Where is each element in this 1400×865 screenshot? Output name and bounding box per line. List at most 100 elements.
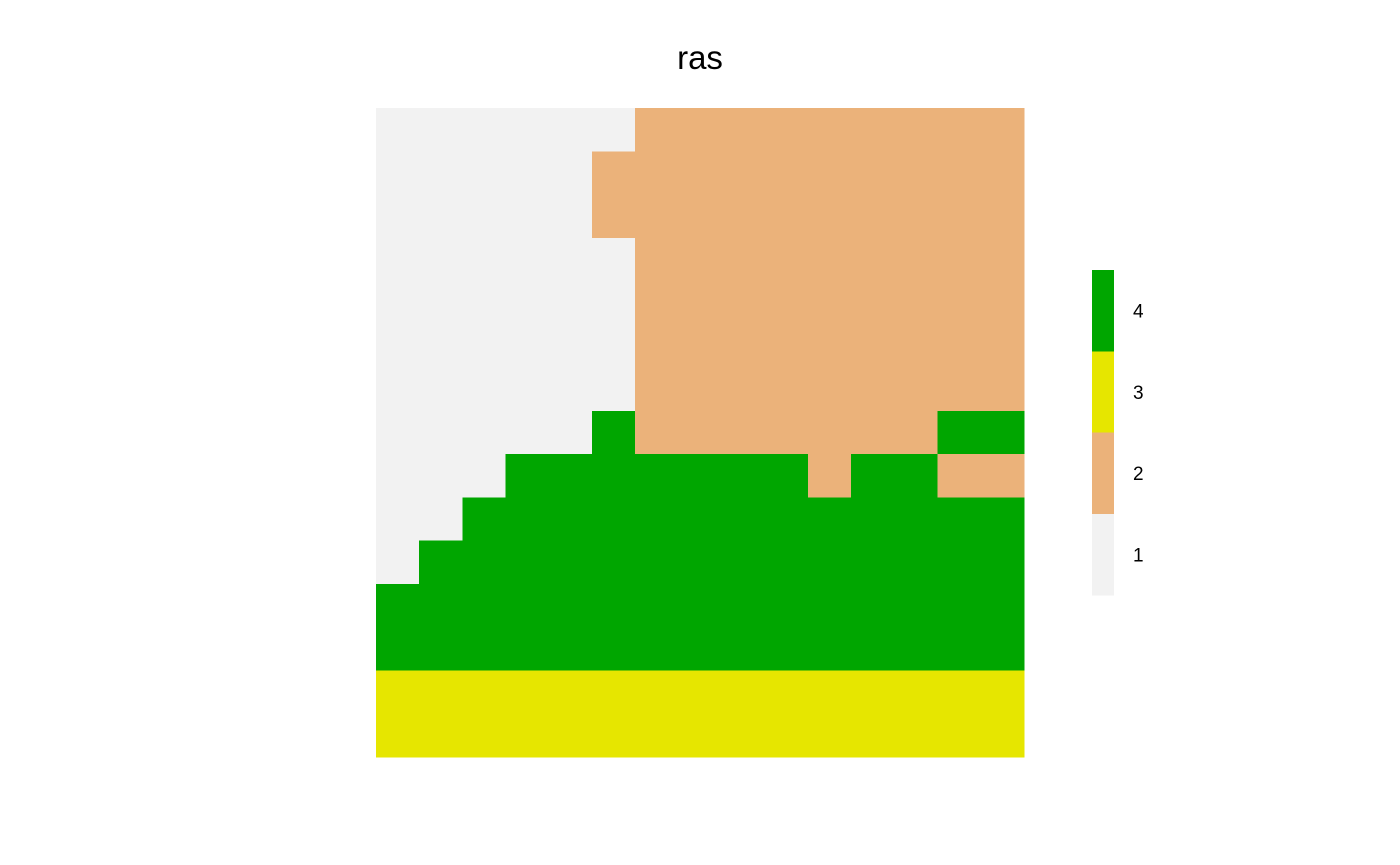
raster-cell — [592, 410, 636, 455]
raster-cell — [851, 627, 895, 672]
raster-cell — [764, 670, 809, 715]
raster-cell — [462, 627, 507, 672]
raster-grid — [376, 108, 1025, 758]
raster-cell — [764, 497, 809, 542]
raster-cell — [980, 367, 1025, 412]
raster-cell — [678, 281, 723, 325]
raster-cell — [980, 281, 1025, 325]
raster-cell — [419, 194, 463, 239]
raster-cell — [894, 410, 939, 455]
raster-cell — [635, 281, 679, 325]
raster-cell — [808, 454, 852, 498]
legend-swatch-1 — [1092, 513, 1114, 596]
raster-cell — [419, 583, 463, 628]
raster-cell — [721, 151, 766, 196]
raster-cell — [808, 670, 852, 715]
raster-cell — [678, 194, 723, 239]
raster-cell — [505, 670, 550, 715]
raster-cell — [376, 713, 420, 758]
raster-cell — [894, 454, 939, 498]
raster-cell — [808, 151, 852, 196]
raster-cell — [505, 367, 550, 412]
raster-cell — [721, 583, 766, 628]
raster-cell — [721, 281, 766, 325]
raster-cell — [721, 713, 766, 758]
raster-cell — [505, 237, 550, 282]
legend: 4 3 2 1 — [1092, 270, 1144, 596]
raster-cell — [505, 410, 550, 455]
raster-cell — [980, 454, 1025, 498]
raster-cell — [376, 497, 420, 542]
raster-cell — [376, 194, 420, 239]
raster-cell — [894, 237, 939, 282]
raster-cell — [419, 237, 463, 282]
raster-cell — [937, 367, 982, 412]
raster-cell — [721, 497, 766, 542]
raster-cell — [548, 454, 593, 498]
raster-cell — [808, 627, 852, 672]
raster-cell — [462, 108, 507, 152]
raster-cell — [894, 670, 939, 715]
raster-cell — [592, 367, 636, 412]
raster-cell — [764, 108, 809, 152]
raster-cell — [419, 410, 463, 455]
raster-cell — [937, 497, 982, 542]
raster-cell — [937, 670, 982, 715]
raster-cell — [937, 194, 982, 239]
raster-cell — [808, 281, 852, 325]
raster-cell — [678, 540, 723, 585]
raster-cell — [592, 324, 636, 369]
legend-swatch-4 — [1092, 270, 1114, 352]
raster-cell — [980, 497, 1025, 542]
raster-cell — [937, 583, 982, 628]
raster-cell — [678, 237, 723, 282]
raster-cell — [678, 627, 723, 672]
raster-cell — [678, 713, 723, 758]
raster-cell — [764, 237, 809, 282]
raster-cell — [419, 151, 463, 196]
raster-cell — [937, 324, 982, 369]
raster-cell — [419, 108, 463, 152]
raster-cell — [592, 281, 636, 325]
raster-cell — [548, 540, 593, 585]
raster-cell — [937, 410, 982, 455]
raster-cell — [980, 627, 1025, 672]
raster-cell — [635, 583, 679, 628]
raster-cell — [592, 627, 636, 672]
raster-cell — [635, 367, 679, 412]
raster-cell — [462, 367, 507, 412]
raster-cell — [635, 237, 679, 282]
raster-cell — [721, 237, 766, 282]
raster-cell — [894, 540, 939, 585]
raster-cell — [721, 194, 766, 239]
raster-cell — [548, 497, 593, 542]
raster-cell — [894, 194, 939, 239]
raster-cell — [505, 713, 550, 758]
raster-cell — [764, 540, 809, 585]
raster-cell — [894, 281, 939, 325]
raster-cell — [419, 324, 463, 369]
raster-cell — [678, 410, 723, 455]
raster-cell — [721, 670, 766, 715]
raster-cell — [592, 454, 636, 498]
raster-cell — [548, 194, 593, 239]
raster-cell — [505, 583, 550, 628]
raster-cell — [764, 151, 809, 196]
raster-cell — [462, 713, 507, 758]
raster-cell — [894, 324, 939, 369]
raster-cell — [937, 540, 982, 585]
legend-label-4: 4 — [1133, 302, 1144, 323]
raster-cell — [462, 194, 507, 239]
raster-cell — [635, 670, 679, 715]
raster-cell — [851, 583, 895, 628]
raster-cell — [937, 713, 982, 758]
raster-cell — [592, 713, 636, 758]
raster-cell — [376, 108, 420, 152]
raster-cell — [462, 281, 507, 325]
raster-cell — [635, 497, 679, 542]
raster-cell — [721, 108, 766, 152]
raster-cell — [376, 583, 420, 628]
raster-cell — [462, 670, 507, 715]
raster-cell — [851, 410, 895, 455]
